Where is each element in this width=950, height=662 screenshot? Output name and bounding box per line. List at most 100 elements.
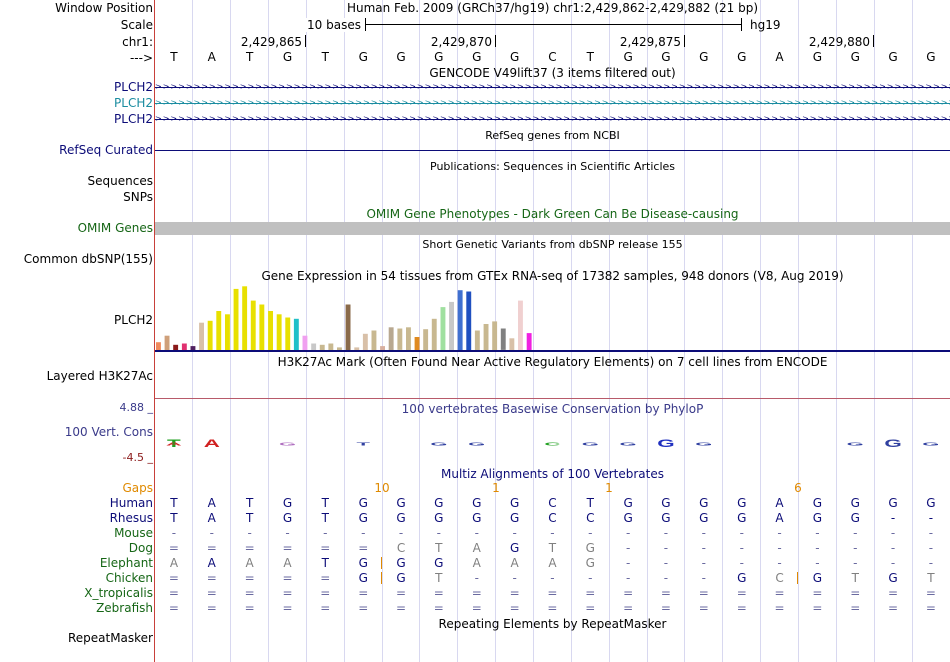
gtex-bar[interactable] bbox=[492, 321, 498, 350]
omim-feature[interactable] bbox=[155, 222, 950, 235]
gtex-bar[interactable] bbox=[414, 337, 420, 350]
gtex-bar[interactable] bbox=[216, 311, 222, 350]
gtex-bar[interactable] bbox=[268, 311, 273, 350]
gtex-title[interactable]: Gene Expression in 54 tissues from GTEx … bbox=[261, 269, 844, 283]
gtex-bar[interactable] bbox=[406, 327, 411, 351]
gtex-bar[interactable] bbox=[250, 300, 256, 350]
gtex-bar[interactable] bbox=[509, 338, 515, 350]
gtex-bar[interactable] bbox=[431, 318, 437, 350]
gencode-feature-2[interactable]: >>>>>>>>>>>>>>>>>>>>>>>>>>>>>>>>>>>>>>>>… bbox=[155, 98, 950, 108]
gtex-bar[interactable] bbox=[181, 343, 187, 351]
gtex-bar[interactable] bbox=[449, 301, 454, 350]
gtex-bar[interactable] bbox=[337, 347, 342, 350]
dbsnp-label[interactable]: Common dbSNP(155) bbox=[23, 252, 153, 266]
phylop-title[interactable]: 100 vertebrates Basewise Conservation by… bbox=[401, 402, 704, 416]
phylop-logo[interactable]: TA A G T G G C G G G G G G G bbox=[155, 425, 950, 461]
gtex-bar[interactable] bbox=[225, 314, 230, 351]
gtex-bar[interactable] bbox=[380, 346, 385, 350]
gtex-bar[interactable] bbox=[483, 324, 489, 350]
species-label-zebrafish[interactable]: Zebrafish bbox=[96, 601, 153, 615]
gtex-bar[interactable] bbox=[440, 307, 446, 350]
publications-snps-label[interactable]: SNPs bbox=[123, 190, 153, 204]
repeatmasker-title[interactable]: Repeating Elements by RepeatMasker bbox=[438, 617, 667, 631]
gencode-title[interactable]: GENCODE V49lift37 (3 items filtered out) bbox=[429, 66, 676, 80]
dbsnp-title[interactable]: Short Genetic Variants from dbSNP releas… bbox=[422, 238, 683, 251]
h3k27ac-title[interactable]: H3K27Ac Mark (Often Found Near Active Re… bbox=[277, 355, 828, 369]
gtex-bar[interactable] bbox=[423, 329, 429, 350]
gtex-bar-chart[interactable] bbox=[155, 283, 950, 353]
refseq-title[interactable]: RefSeq genes from NCBI bbox=[485, 129, 620, 142]
alignment-base: = bbox=[168, 571, 179, 585]
gtex-bar[interactable] bbox=[156, 342, 161, 350]
window-position-label: Window Position bbox=[55, 1, 153, 15]
repeatmasker-label[interactable]: RepeatMasker bbox=[67, 631, 153, 645]
base-grid-line bbox=[684, 0, 685, 662]
gtex-bar[interactable] bbox=[354, 347, 360, 350]
alignment-base: G bbox=[850, 496, 860, 510]
gtex-bar[interactable] bbox=[362, 333, 368, 351]
gtex-bar[interactable] bbox=[457, 290, 463, 350]
gtex-bar[interactable] bbox=[474, 330, 480, 351]
alignment-base: = bbox=[850, 601, 861, 615]
refseq-label[interactable]: RefSeq Curated bbox=[59, 143, 153, 157]
h3k27ac-label[interactable]: Layered H3K27Ac bbox=[46, 369, 153, 383]
gtex-bar[interactable] bbox=[173, 344, 179, 350]
publications-title[interactable]: Publications: Sequences in Scientific Ar… bbox=[430, 160, 675, 173]
gtex-bar[interactable] bbox=[164, 335, 170, 350]
gtex-bar[interactable] bbox=[371, 330, 377, 351]
multiz-title[interactable]: Multiz Alignments of 100 Vertebrates bbox=[440, 467, 665, 481]
base-grid-line bbox=[912, 0, 913, 662]
alignment-base: = bbox=[320, 571, 331, 585]
phylop-label[interactable]: 100 Vert. Cons bbox=[64, 425, 153, 439]
gtex-bar[interactable] bbox=[285, 317, 291, 351]
gtex-bar[interactable] bbox=[518, 300, 523, 350]
gtex-bar[interactable] bbox=[397, 328, 403, 350]
species-label-human[interactable]: Human bbox=[109, 496, 153, 510]
alignment-base: G bbox=[888, 571, 898, 585]
gtex-label[interactable]: PLCH2 bbox=[114, 313, 153, 327]
gencode-item-label-3[interactable]: PLCH2 bbox=[114, 112, 153, 126]
alignment-base: - bbox=[588, 571, 593, 585]
gtex-bar[interactable] bbox=[526, 333, 532, 350]
species-label-x_tropicalis[interactable]: X_tropicalis bbox=[84, 586, 153, 600]
gtex-bar[interactable] bbox=[328, 343, 334, 351]
gtex-bar[interactable] bbox=[388, 327, 394, 351]
publications-sequences-label[interactable]: Sequences bbox=[87, 174, 153, 188]
gtex-bar[interactable] bbox=[466, 291, 472, 351]
gencode-feature-3[interactable]: >>>>>>>>>>>>>>>>>>>>>>>>>>>>>>>>>>>>>>>>… bbox=[155, 114, 950, 124]
gtex-bar[interactable] bbox=[207, 320, 213, 351]
gtex-bar[interactable] bbox=[276, 314, 282, 351]
alignment-base: = bbox=[888, 586, 899, 600]
gtex-bar[interactable] bbox=[319, 344, 325, 350]
base-letter: G bbox=[472, 50, 482, 64]
gencode-feature-1[interactable]: >>>>>>>>>>>>>>>>>>>>>>>>>>>>>>>>>>>>>>>>… bbox=[155, 82, 950, 92]
base-letter: G bbox=[888, 50, 898, 64]
species-label-dog[interactable]: Dog bbox=[128, 541, 153, 555]
gtex-bar[interactable] bbox=[199, 322, 204, 350]
alignment-base: G bbox=[850, 511, 860, 525]
gtex-bar[interactable] bbox=[302, 335, 308, 350]
gtex-bar[interactable] bbox=[500, 328, 506, 350]
species-label-elephant[interactable]: Elephant bbox=[99, 556, 153, 570]
gtex-bar[interactable] bbox=[259, 304, 265, 351]
species-label-mouse[interactable]: Mouse bbox=[114, 526, 153, 540]
strand-label[interactable]: ---> bbox=[129, 51, 153, 65]
gencode-item-label-2[interactable]: PLCH2 bbox=[114, 96, 153, 110]
alignment-base: - bbox=[550, 571, 555, 585]
species-label-rhesus[interactable]: Rhesus bbox=[109, 511, 153, 525]
gtex-bar[interactable] bbox=[242, 286, 248, 350]
gtex-bar[interactable] bbox=[190, 346, 196, 350]
gtex-bar[interactable] bbox=[233, 288, 239, 350]
base-letter: T bbox=[321, 50, 329, 64]
gtex-baseline bbox=[155, 350, 950, 352]
gtex-bar[interactable] bbox=[293, 318, 299, 350]
refseq-feature[interactable] bbox=[155, 150, 950, 151]
omim-label[interactable]: OMIM Genes bbox=[77, 221, 153, 235]
species-label-chicken[interactable]: Chicken bbox=[105, 571, 153, 585]
omim-title[interactable]: OMIM Gene Phenotypes - Dark Green Can Be… bbox=[366, 207, 739, 221]
gtex-bar[interactable] bbox=[345, 304, 351, 351]
gtex-bar[interactable] bbox=[311, 343, 317, 351]
alignment-base: G bbox=[737, 511, 747, 525]
alignment-base: G bbox=[812, 571, 823, 585]
gencode-item-label-1[interactable]: PLCH2 bbox=[114, 80, 153, 94]
